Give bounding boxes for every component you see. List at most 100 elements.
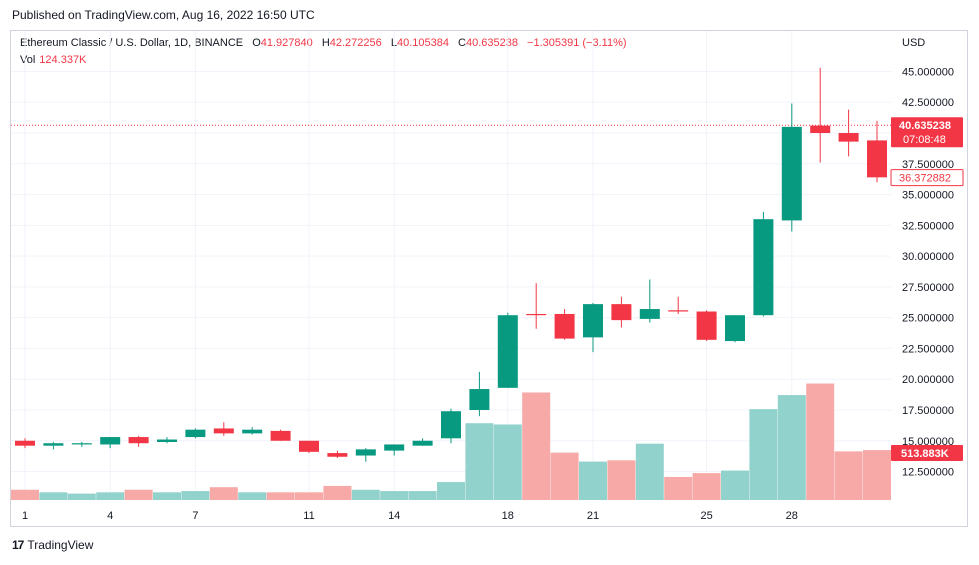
- volume-bar: [209, 487, 238, 500]
- volume-value: 124.337K: [39, 54, 87, 66]
- volume-bar: [550, 452, 579, 500]
- candle-body: [43, 443, 64, 446]
- x-tick-label: 7: [192, 510, 198, 522]
- published-note: Published on TradingView.com, Aug 16, 20…: [12, 8, 315, 22]
- volume-bar: [181, 491, 210, 500]
- x-tick-label: 21: [587, 510, 599, 522]
- x-tick-label: 4: [107, 510, 113, 522]
- volume-label: Vol: [20, 54, 36, 66]
- y-tick-label: 42.500000: [902, 97, 954, 109]
- candle-body: [157, 439, 177, 442]
- high-label: H: [321, 37, 330, 49]
- y-tick-label: 17.500000: [902, 405, 954, 417]
- volume-bar: [863, 450, 891, 500]
- volume-bar: [266, 492, 295, 500]
- x-tick-label: 28: [786, 510, 798, 522]
- y-tick-label: 22.500000: [902, 343, 954, 355]
- volume-badge-text: 513.883K: [901, 448, 949, 460]
- candle-body: [412, 440, 433, 446]
- volume-bar: [437, 482, 465, 500]
- candle-body: [753, 219, 774, 316]
- volume-bar: [607, 460, 636, 500]
- volume-bar: [238, 492, 267, 500]
- open-label: O: [252, 37, 261, 49]
- footer-brand: TradingView: [27, 538, 94, 552]
- low-value: 40.105384: [396, 37, 449, 49]
- y-tick-label: 25.000000: [902, 313, 954, 325]
- candle-body: [299, 440, 319, 452]
- volume-bar: [777, 395, 806, 500]
- candle-body: [242, 429, 263, 434]
- volume-bar: [153, 492, 181, 500]
- volume-bar: [465, 423, 494, 500]
- y-tick-label: 32.500000: [902, 220, 954, 232]
- volume-bar: [721, 470, 749, 500]
- candle-body: [185, 429, 206, 438]
- volume-bar: [635, 443, 664, 500]
- volume-bar: [806, 383, 835, 500]
- candle-body: [71, 443, 92, 445]
- candle-body: [469, 389, 490, 410]
- volume-bar: [522, 392, 551, 500]
- candle-body: [668, 310, 689, 312]
- close-value: 40.635238: [465, 37, 518, 49]
- x-tick-label: 18: [502, 510, 514, 522]
- volume-bar: [295, 492, 323, 500]
- candle-body: [611, 304, 632, 321]
- volume-bar: [380, 491, 409, 500]
- y-tick-label: 30.000000: [902, 251, 954, 263]
- y-tick-label: 35.000000: [902, 190, 954, 202]
- candle-body: [554, 313, 575, 339]
- volume-bar: [408, 491, 437, 500]
- candle-body: [497, 315, 518, 388]
- symbol-title: Ethereum Classic / U.S. Dollar, 1D, BINA…: [20, 37, 244, 49]
- candle-body: [441, 411, 461, 439]
- volume-bar: [493, 424, 522, 500]
- high-value: 42.272256: [329, 37, 382, 49]
- volume-bar: [124, 489, 153, 500]
- candle-body: [781, 126, 802, 221]
- y-tick-label: 20.000000: [902, 374, 954, 386]
- candle-body: [355, 449, 376, 456]
- change-value: −1.305391 (−3.11%): [527, 37, 627, 49]
- candle-body: [526, 313, 547, 316]
- currency-label: USD: [902, 37, 926, 49]
- candle-body: [128, 437, 149, 444]
- y-tick-label: 27.500000: [902, 282, 954, 294]
- y-tick-label: 45.000000: [902, 66, 954, 78]
- x-tick-label: 11: [303, 510, 314, 522]
- tradingview-logo-icon: 17: [12, 538, 24, 552]
- candle-body: [639, 309, 660, 319]
- volume-badge: [891, 445, 963, 461]
- candle-body: [213, 428, 234, 434]
- last-price-badge: [891, 117, 963, 148]
- close-label: C: [458, 37, 466, 49]
- y-tick-label: 15.000000: [902, 436, 954, 448]
- footer: 17 TradingView: [12, 538, 93, 552]
- candle-body: [810, 125, 831, 134]
- volume-bar: [692, 473, 721, 500]
- countdown-badge-text: 07:08:48: [903, 134, 946, 146]
- candle-body: [384, 444, 405, 451]
- prev-close-badge: [890, 169, 964, 187]
- candle-body: [725, 315, 745, 342]
- candle-body: [867, 140, 887, 178]
- chart-legend: Ethereum Classic / U.S. Dollar, 1D, BINA…: [20, 37, 627, 49]
- volume-bar: [39, 492, 68, 500]
- volume-bar: [749, 409, 778, 500]
- volume-bar: [11, 489, 39, 500]
- x-tick-label: 14: [388, 510, 400, 522]
- chart-frame[interactable]: [10, 30, 968, 527]
- last-price-badge-text: 40.635238: [899, 120, 951, 132]
- x-tick-label: 1: [22, 510, 28, 522]
- volume-bar: [834, 451, 863, 500]
- candle-body: [327, 453, 348, 457]
- volume-bar: [67, 493, 96, 500]
- candle-body: [696, 311, 717, 340]
- volume-bar: [351, 489, 380, 500]
- volume-legend: Vol 124.337K: [20, 54, 86, 66]
- candle-body: [15, 440, 35, 446]
- x-tick-label: 25: [700, 510, 712, 522]
- candle-body: [100, 437, 121, 445]
